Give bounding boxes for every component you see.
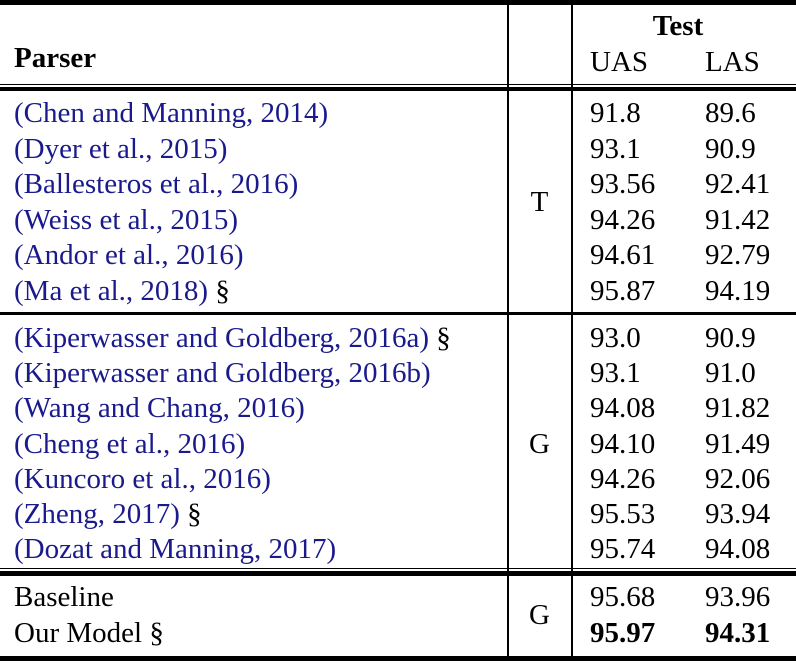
table-group: (Chen and Manning, 2014) 91.8 89.6 (Dyer et… bbox=[0, 96, 796, 309]
uas-value: 94.26 bbox=[590, 462, 656, 495]
citation-link[interactable]: (Weiss et al., 2015) bbox=[14, 203, 238, 236]
las-value: 92.06 bbox=[705, 462, 771, 495]
parser-cell: (Kiperwasser and Goldberg, 2016b) bbox=[0, 357, 508, 390]
las-value: 91.42 bbox=[705, 203, 771, 236]
las-value: 92.79 bbox=[705, 239, 771, 272]
table-row: (Dozat and Manning, 2017) 95.74 94.08 bbox=[0, 532, 796, 567]
las-value: 91.0 bbox=[705, 357, 756, 390]
parser-cell: (Kuncoro et al., 2016) bbox=[0, 463, 508, 496]
header-rule-thick bbox=[0, 87, 796, 91]
parser-cell: (Ballesteros et al., 2016) bbox=[0, 168, 508, 201]
table-row: (Ma et al., 2018) § 95.87 94.19 bbox=[0, 274, 796, 310]
uas-value: 95.74 bbox=[590, 533, 656, 566]
las-value: 94.31 bbox=[705, 616, 771, 649]
citation-link[interactable]: (Cheng et al., 2016) bbox=[14, 427, 246, 460]
las-column-header: LAS bbox=[705, 46, 760, 78]
uas-value: 91.8 bbox=[590, 97, 641, 130]
citation-link[interactable]: (Ballesteros et al., 2016) bbox=[14, 168, 299, 201]
las-value: 91.82 bbox=[705, 392, 771, 425]
uas-value: 94.26 bbox=[590, 203, 656, 236]
citation-link[interactable]: (Wang and Chang, 2016) bbox=[14, 392, 305, 425]
citation-link[interactable]: (Zheng, 2017) bbox=[14, 498, 180, 531]
parser-cell: Our Model § bbox=[0, 617, 508, 650]
group-separator-rule bbox=[0, 312, 796, 315]
las-value: 89.6 bbox=[705, 97, 756, 130]
uas-value: 95.53 bbox=[590, 498, 656, 531]
uas-value: 95.68 bbox=[590, 580, 656, 613]
table-row: Baseline 95.68 93.96 bbox=[0, 579, 796, 615]
group-type-label: G bbox=[529, 598, 550, 631]
vertical-rule-left bbox=[507, 5, 509, 656]
table-row: (Wang and Chang, 2016) 94.08 91.82 bbox=[0, 391, 796, 426]
parser-cell: (Cheng et al., 2016) bbox=[0, 428, 508, 461]
top-rule bbox=[0, 0, 796, 5]
parser-cell: Baseline bbox=[0, 581, 508, 614]
parser-cell: (Kiperwasser and Goldberg, 2016a) § bbox=[0, 322, 508, 355]
las-value: 92.41 bbox=[705, 168, 771, 201]
section-marker: § bbox=[429, 322, 451, 355]
uas-value: 95.87 bbox=[590, 274, 656, 307]
las-value: 90.9 bbox=[705, 322, 756, 355]
uas-column-header: UAS bbox=[590, 46, 649, 78]
uas-value: 94.10 bbox=[590, 427, 656, 460]
parser-name: Baseline bbox=[14, 580, 114, 613]
citation-link[interactable]: (Dozat and Manning, 2017) bbox=[14, 533, 337, 566]
citation-link[interactable]: (Dyer et al., 2015) bbox=[14, 132, 228, 165]
uas-value: 93.1 bbox=[590, 132, 641, 165]
table-row: (Dyer et al., 2015) 93.1 90.9 bbox=[0, 132, 796, 168]
parser-cell: (Zheng, 2017) § bbox=[0, 498, 508, 531]
table-row: (Kiperwasser and Goldberg, 2016b) 93.1 91.… bbox=[0, 356, 796, 391]
table-row: (Ballesteros et al., 2016) 93.56 92.41 bbox=[0, 167, 796, 203]
las-value: 93.94 bbox=[705, 498, 771, 531]
las-value: 94.19 bbox=[705, 274, 771, 307]
citation-link[interactable]: (Kiperwasser and Goldberg, 2016a) bbox=[14, 322, 430, 355]
section-marker: § bbox=[208, 274, 230, 307]
uas-value: 95.97 bbox=[590, 616, 656, 649]
citation-link[interactable]: (Ma et al., 2018) bbox=[14, 274, 209, 307]
parser-cell: (Andor et al., 2016) bbox=[0, 239, 508, 272]
citation-link[interactable]: (Kiperwasser and Goldberg, 2016b) bbox=[14, 357, 431, 390]
uas-value: 94.08 bbox=[590, 392, 656, 425]
parser-cell: (Chen and Manning, 2014) bbox=[0, 97, 508, 130]
table-row: (Kuncoro et al., 2016) 94.26 92.06 bbox=[0, 462, 796, 497]
citation-link[interactable]: (Andor et al., 2016) bbox=[14, 239, 244, 272]
las-value: 93.96 bbox=[705, 580, 771, 613]
parser-name: Our Model bbox=[14, 616, 143, 649]
las-value: 94.08 bbox=[705, 533, 771, 566]
uas-value: 93.0 bbox=[590, 322, 641, 355]
parser-cell: (Dyer et al., 2015) bbox=[0, 133, 508, 166]
table-row: (Chen and Manning, 2014) 91.8 89.6 bbox=[0, 96, 796, 132]
table-group: Baseline 95.68 93.96 Our Model § 95.97 94.31 G bbox=[0, 579, 796, 651]
parser-cell: (Wang and Chang, 2016) bbox=[0, 392, 508, 425]
citation-link[interactable]: (Chen and Manning, 2014) bbox=[14, 97, 329, 130]
las-value: 91.49 bbox=[705, 427, 771, 460]
uas-value: 93.56 bbox=[590, 168, 656, 201]
section-marker: § bbox=[142, 616, 164, 649]
header-rule-thin bbox=[0, 84, 796, 85]
table-row: (Zheng, 2017) § 95.53 93.94 bbox=[0, 497, 796, 532]
las-value: 90.9 bbox=[705, 132, 756, 165]
vertical-rule-right bbox=[571, 5, 573, 656]
table-row: (Weiss et al., 2015) 94.26 91.42 bbox=[0, 203, 796, 239]
parser-cell: (Dozat and Manning, 2017) bbox=[0, 533, 508, 566]
table-row: (Kiperwasser and Goldberg, 2016a) § 93.0 9… bbox=[0, 321, 796, 356]
parser-column-header: Parser bbox=[14, 42, 97, 74]
group-type-label: G bbox=[529, 427, 550, 460]
group-type-label: T bbox=[530, 186, 549, 218]
test-column-group-header: Test bbox=[652, 10, 704, 42]
parser-cell: (Ma et al., 2018) § bbox=[0, 275, 508, 308]
parser-cell: (Weiss et al., 2015) bbox=[0, 204, 508, 237]
table-row: Our Model § 95.97 94.31 bbox=[0, 615, 796, 651]
final-separator-thin bbox=[0, 568, 796, 569]
final-separator-thick bbox=[0, 571, 796, 576]
table-row: (Cheng et al., 2016) 94.10 91.49 bbox=[0, 427, 796, 462]
section-marker: § bbox=[179, 498, 202, 531]
bottom-rule bbox=[0, 656, 796, 661]
table-group: (Kiperwasser and Goldberg, 2016a) § 93.0 9… bbox=[0, 321, 796, 567]
uas-value: 94.61 bbox=[590, 239, 656, 272]
citation-link[interactable]: (Kuncoro et al., 2016) bbox=[14, 462, 271, 495]
uas-value: 93.1 bbox=[590, 357, 641, 390]
table-row: (Andor et al., 2016) 94.61 92.79 bbox=[0, 238, 796, 274]
